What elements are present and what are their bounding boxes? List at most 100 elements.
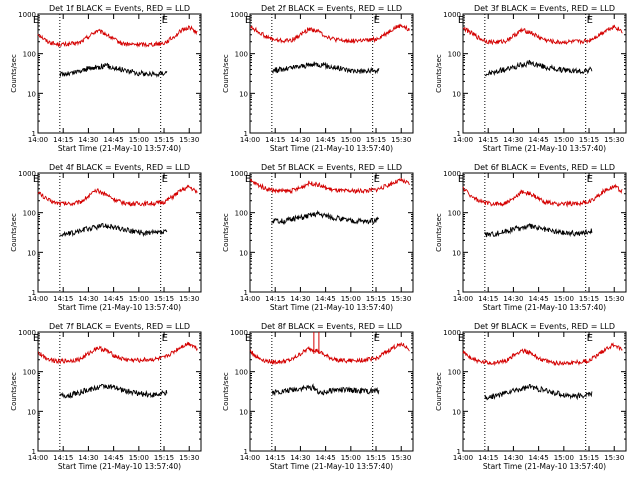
x-tick-label: 14:15 [53,454,73,462]
x-tick-label: 14:45 [529,295,549,303]
x-axis-label: Start Time (21-May-10 13:57:40) [58,462,181,471]
x-tick-label: 15:15 [366,295,386,303]
x-tick-label: 14:45 [104,295,124,303]
x-tick-label: 14:15 [53,136,73,144]
x-tick-label: 15:30 [391,136,411,144]
x-tick-label: 14:15 [265,295,285,303]
event-marker-label: E [374,333,380,344]
x-tick-label: 14:15 [478,136,498,144]
x-tick-label: 14:45 [316,136,336,144]
x-tick-label: 15:00 [554,136,574,144]
x-tick-label: 15:30 [179,136,199,144]
plot-frame [462,13,627,134]
x-tick-label: 15:30 [391,295,411,303]
panel-title: Det 4f BLACK = Events, RED = LLD [49,163,190,172]
x-tick-label: 14:00 [453,136,473,144]
x-tick-label: 15:15 [579,295,599,303]
x-tick-label: 15:00 [129,295,149,303]
x-axis-label: Start Time (21-May-10 13:57:40) [270,144,393,153]
event-rate-series [59,222,168,238]
event-rate-series [484,59,593,77]
y-axis-label: Counts/sec [435,372,443,411]
panel-title: Det 3f BLACK = Events, RED = LLD [474,4,615,13]
event-marker-label: E [458,174,464,185]
event-rate-series [59,62,168,78]
x-tick-label: 14:00 [240,454,260,462]
y-tick-label: 1 [244,448,248,456]
lld-rate-series [249,177,410,195]
x-tick-label: 15:00 [341,136,361,144]
y-tick-label: 100 [448,51,461,59]
x-tick-label: 14:00 [28,136,48,144]
x-tick-label: 14:15 [478,295,498,303]
x-tick-label: 15:15 [579,454,599,462]
x-tick-label: 15:30 [604,136,624,144]
x-tick-label: 14:30 [503,136,523,144]
x-tick-label: 14:45 [104,454,124,462]
x-tick-label: 15:15 [579,136,599,144]
event-marker-label: E [162,15,168,26]
x-tick-label: 14:30 [78,136,98,144]
y-axis-label: Counts/sec [10,213,18,252]
x-tick-label: 15:00 [554,295,574,303]
lld-rate-series [249,23,410,45]
x-axis-label: Start Time (21-May-10 13:57:40) [270,303,393,312]
panel-title: Det 9f BLACK = Events, RED = LLD [474,322,615,331]
x-tick-label: 14:30 [290,295,310,303]
y-tick-label: 100 [23,210,36,218]
event-marker-label: E [587,15,593,26]
x-tick-label: 15:00 [554,454,574,462]
y-tick-label: 10 [452,249,461,257]
y-tick-label: 1 [244,130,248,138]
x-tick-label: 15:15 [366,136,386,144]
event-marker-label: E [587,333,593,344]
y-tick-label: 1000 [443,11,461,19]
y-tick-label: 10 [452,90,461,98]
x-tick-label: 14:45 [104,136,124,144]
panel-title: Det 6f BLACK = Events, RED = LLD [474,163,615,172]
panel-title: Det 7f BLACK = Events, RED = LLD [49,322,190,331]
x-tick-label: 15:00 [129,136,149,144]
y-axis-label: Counts/sec [222,54,230,93]
x-tick-label: 14:30 [290,454,310,462]
lld-rate-series [37,25,198,48]
plot-frame [462,331,627,452]
x-tick-label: 15:30 [604,454,624,462]
y-tick-label: 100 [235,369,248,377]
panel-det-2: Det 2f BLACK = Events, RED = LLD E E 1 10 100… [222,4,414,153]
y-tick-label: 100 [23,51,36,59]
x-tick-label: 14:00 [240,136,260,144]
x-tick-label: 15:15 [154,136,174,144]
lld-rate-series [462,183,623,208]
plot-frame [37,13,202,134]
event-marker-label: E [33,15,39,26]
y-axis-label: Counts/sec [435,213,443,252]
y-tick-label: 100 [23,369,36,377]
panel-det-4: Det 4f BLACK = Events, RED = LLD E E 1 10 100… [10,163,202,312]
plot-frame [249,13,414,134]
event-marker-label: E [162,333,168,344]
event-rate-series [484,383,593,401]
panel-det-1: Det 1f BLACK = Events, RED = LLD E E 1 10 100… [10,4,202,153]
event-marker-label: E [458,333,464,344]
panel-det-8: Det 8f BLACK = Events, RED = LLD E E 1 10 100… [222,322,414,471]
y-tick-label: 10 [239,249,248,257]
panel-det-7: Det 7f BLACK = Events, RED = LLD E E 1 10 100… [10,322,202,471]
lld-rate-series [37,184,198,207]
x-tick-label: 15:00 [341,454,361,462]
y-tick-label: 1 [457,130,461,138]
lld-rate-series [462,342,623,367]
event-rate-series [271,383,380,397]
x-tick-label: 14:30 [290,136,310,144]
x-tick-label: 14:30 [78,295,98,303]
y-tick-label: 1000 [18,11,36,19]
y-tick-label: 10 [239,408,248,416]
event-marker-label: E [587,174,593,185]
y-tick-label: 1000 [18,170,36,178]
y-tick-label: 10 [27,408,36,416]
x-tick-label: 14:15 [265,454,285,462]
event-rate-series [271,61,380,75]
x-tick-label: 14:30 [503,454,523,462]
y-tick-label: 100 [235,51,248,59]
x-tick-label: 14:30 [78,454,98,462]
